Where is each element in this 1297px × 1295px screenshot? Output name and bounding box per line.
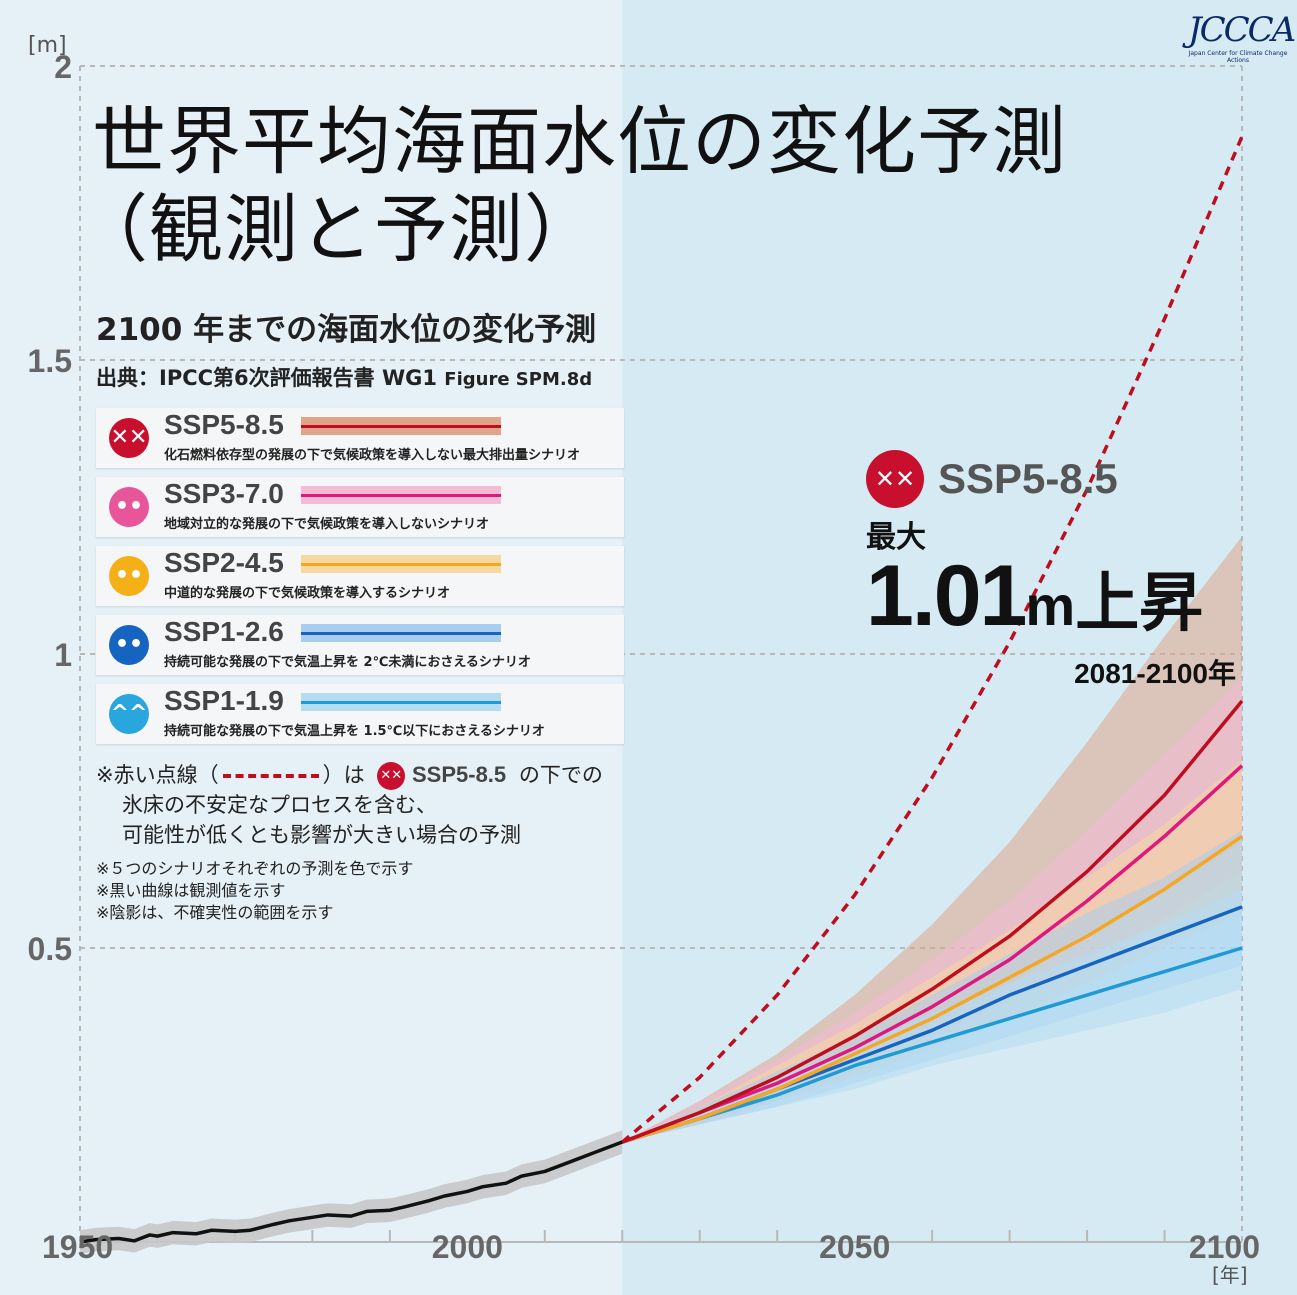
note-uncertainty: ※陰影は、不確実性の範囲を示す (96, 903, 334, 922)
angry-face-icon: ✕✕ (866, 450, 924, 508)
legend-line-swatch (301, 563, 501, 566)
legend-line-swatch (301, 632, 501, 635)
legend-name: SSP3-7.0 (164, 478, 284, 509)
annotation-max-label: 最大 (866, 520, 926, 555)
subtitle: 2100 年までの海面水位の変化予測 (96, 312, 597, 348)
note-text-a: ※赤い点線（ (96, 763, 219, 787)
source-label: 出典：IPCC第6次評価報告書 WG1 (96, 366, 437, 390)
note-text-b: ）は (322, 763, 365, 787)
legend-item-ssp370: •• SSP3-7.0 地域対立的な発展の下で気候政策を導入しないシナリオ (96, 477, 624, 537)
legend-name: SSP1-2.6 (164, 616, 284, 647)
y-axis-label: [m] (28, 33, 67, 58)
line-ssp370 (621, 764, 1244, 1144)
sad-face-icon: •• (109, 487, 149, 527)
annotation-header: ✕✕ SSP5-8.5 (866, 450, 1236, 508)
source-figure: Figure SPM.8d (444, 369, 593, 390)
low-likelihood-note: ※赤い点線（ ）は ✕✕ SSP5-8.5 の下での 氷床の不安定なプロセスを含む… (96, 760, 603, 850)
legend-name: SSP1-1.9 (164, 685, 284, 716)
logo-subtitle: Japan Center for Climate Change Actions (1188, 50, 1288, 64)
source-citation: 出典：IPCC第6次評価報告書 WG1 Figure SPM.8d (96, 362, 592, 392)
page-title: 世界平均海面水位の変化予測 （観測と予測） (74, 98, 1067, 274)
chart-gridlines (79, 65, 1243, 1243)
max-rise-annotation: ✕✕ SSP5-8.5 最大 1.01m上昇 2081-2100年 (866, 450, 1236, 692)
smile-face-icon: •• (109, 625, 149, 665)
x-tick-label: 1950 (42, 1229, 113, 1265)
note-scenarios: ※５つのシナリオそれぞれの予測を色で示す (96, 859, 414, 878)
neutral-face-icon: •• (109, 556, 149, 596)
annotation-period: 2081-2100年 (1074, 658, 1236, 689)
axis-tick-labels: 0.5 1 1.5 2 1950 2000 2050 2100 (28, 49, 1260, 1265)
red-dotted-line-sample (222, 774, 319, 778)
chart-notes: ※５つのシナリオそれぞれの予測を色で示す ※黒い曲線は観測値を示す ※陰影は、不… (96, 858, 413, 924)
legend-item-ssp245: •• SSP2-4.5 中道的な発展の下で気候政策を導入するシナリオ (96, 546, 624, 606)
legend-description: 地域対立的な発展の下で気候政策を導入しないシナリオ (164, 517, 490, 532)
annotation-value: 1.01m上昇 (866, 553, 1236, 646)
legend-item-ssp126: •• SSP1-2.6 持続可能な発展の下で気温上昇を 2℃未満におさえるシナリ… (96, 615, 624, 675)
legend-name: SSP5-8.5 (164, 409, 284, 440)
line-ssp245 (621, 834, 1243, 1144)
annotation-number: 1.01 (866, 548, 1027, 644)
line-low-likelihood-ssp585 (621, 135, 1244, 1144)
legend-description: 化石燃料依存型の発展の下で気候政策を導入しない最大排出量シナリオ (164, 448, 581, 463)
annotation-scenario: SSP5-8.5 (938, 455, 1118, 502)
legend-line-swatch (301, 494, 501, 497)
x-tick-label: 2100 (1189, 1229, 1260, 1265)
note-line-2: 氷床の不安定なプロセスを含む、 (122, 793, 437, 817)
title-line-1: 世界平均海面水位の変化予測 (92, 99, 1067, 185)
observed-uncertainty-band (80, 1130, 623, 1254)
annotation-suffix: 上昇 (1075, 567, 1204, 641)
title-line-2: （観測と予測） (74, 187, 599, 273)
legend-item-ssp119: ^^ SSP1-1.9 持続可能な発展の下で気温上昇を 1.5℃以下におさえるシ… (96, 684, 624, 744)
angry-face-icon: ✕✕ (377, 762, 406, 790)
legend-item-ssp585: ✕✕ SSP5-8.5 化石燃料依存型の発展の下で気候政策を導入しない最大排出量… (96, 408, 624, 468)
logo: JCCCA Japan Center for Climate Change Ac… (1188, 10, 1296, 64)
note-scenario: SSP5-8.5 (411, 762, 507, 787)
y-tick-label: 1.5 (28, 343, 72, 379)
x-tick-label: 2000 (432, 1229, 503, 1265)
line-ssp585 (621, 699, 1244, 1144)
note-line-3: 可能性が低くとも影響が大きい場合の予測 (122, 823, 521, 847)
annotation-unit: m (1025, 574, 1076, 637)
angry-face-icon: ✕✕ (109, 418, 149, 458)
scenario-lines (79, 135, 1244, 1244)
legend-line-swatch (301, 701, 501, 704)
line-observed (79, 1140, 623, 1244)
legend-line-swatch (301, 425, 501, 428)
note-text-c: の下での (518, 763, 603, 787)
legend-description: 中道的な発展の下で気候政策を導入するシナリオ (164, 586, 451, 601)
x-axis-label: [年] (1212, 1263, 1248, 1287)
legend-description: 持続可能な発展の下で気温上昇を 2℃未満におさえるシナリオ (164, 655, 531, 670)
note-observed: ※黒い曲線は観測値を示す (96, 881, 286, 900)
logo-text: JCCCA (1188, 10, 1296, 50)
grin-face-icon: ^^ (109, 694, 149, 734)
legend-name: SSP2-4.5 (164, 547, 284, 578)
y-tick-label: 2 (54, 49, 72, 85)
x-tick-label: 2050 (819, 1229, 890, 1265)
legend-description: 持続可能な発展の下で気温上昇を 1.5℃以下におさえるシナリオ (164, 724, 545, 739)
note-line-1: ※赤い点線（ ）は ✕✕ SSP5-8.5 の下での (96, 760, 603, 790)
y-tick-label: 0.5 (28, 931, 72, 967)
y-tick-label: 1 (54, 637, 72, 673)
line-ssp119 (621, 946, 1243, 1144)
